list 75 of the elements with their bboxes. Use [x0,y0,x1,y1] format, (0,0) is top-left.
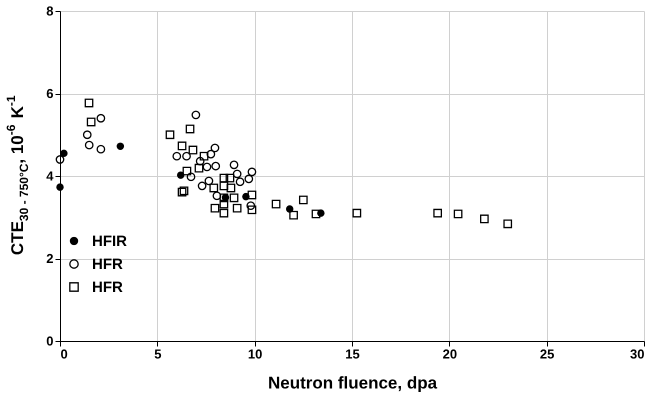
point [84,140,94,150]
point [196,156,205,166]
point [210,144,220,152]
x-axis-title: Neutron fluence, dpa [268,374,438,392]
point [248,190,256,200]
point [211,162,220,170]
x-tick-label: 5 [154,346,162,362]
point [480,214,489,224]
x-tick-label: 0 [60,346,68,362]
point [96,144,106,154]
point [312,210,320,218]
point [202,162,212,172]
point [204,176,214,186]
y-tick-label: 6 [46,86,54,101]
point [232,204,242,213]
x-tick-label: 25 [540,346,554,362]
legend-label: HFIR [92,233,128,250]
point [186,124,194,134]
point [220,208,228,218]
point [220,200,228,208]
y-tick-label: 0 [46,334,54,348]
point [230,194,238,202]
point [248,205,256,214]
point [192,110,200,120]
point [56,183,64,191]
point [230,160,238,170]
point [220,182,228,190]
point [226,184,236,192]
point [209,184,218,192]
point [56,155,64,164]
point [236,177,244,186]
point [454,210,462,218]
point [248,168,256,176]
x-tick-label: 15 [345,346,360,362]
point [352,208,362,218]
point [298,196,308,204]
point [212,191,222,200]
point [200,152,208,161]
point [86,118,96,126]
point [433,208,442,218]
x-tick-label: 30 [630,346,644,362]
point [182,166,192,176]
point [246,201,256,210]
point [172,152,182,161]
point [220,174,228,182]
point [180,186,188,196]
point [166,130,174,140]
x-tick-label: 10 [248,346,262,362]
point [198,182,206,190]
y-tick-label: 8 [46,4,54,18]
point [82,130,92,140]
point [503,219,512,228]
point [232,170,242,178]
point [116,142,124,150]
x-tick-label: 20 [442,346,458,362]
point [84,98,94,108]
point [182,152,191,161]
point [226,174,234,182]
point [244,174,254,184]
legend-label: HFR [92,279,123,296]
point [178,188,186,196]
y-tick-label: 2 [46,251,54,266]
point [289,210,298,220]
y-axis-title: CTE30 - 750°C, 10-6 K-1 [4,95,31,256]
point [96,114,106,123]
point [186,172,196,182]
point [206,150,216,158]
point [272,200,280,208]
point [194,164,204,173]
y-tick-label: 4 [46,168,54,184]
point [188,146,198,154]
point [210,204,220,213]
point [60,150,68,158]
point [178,142,186,150]
legend-label: HFR [92,256,123,273]
